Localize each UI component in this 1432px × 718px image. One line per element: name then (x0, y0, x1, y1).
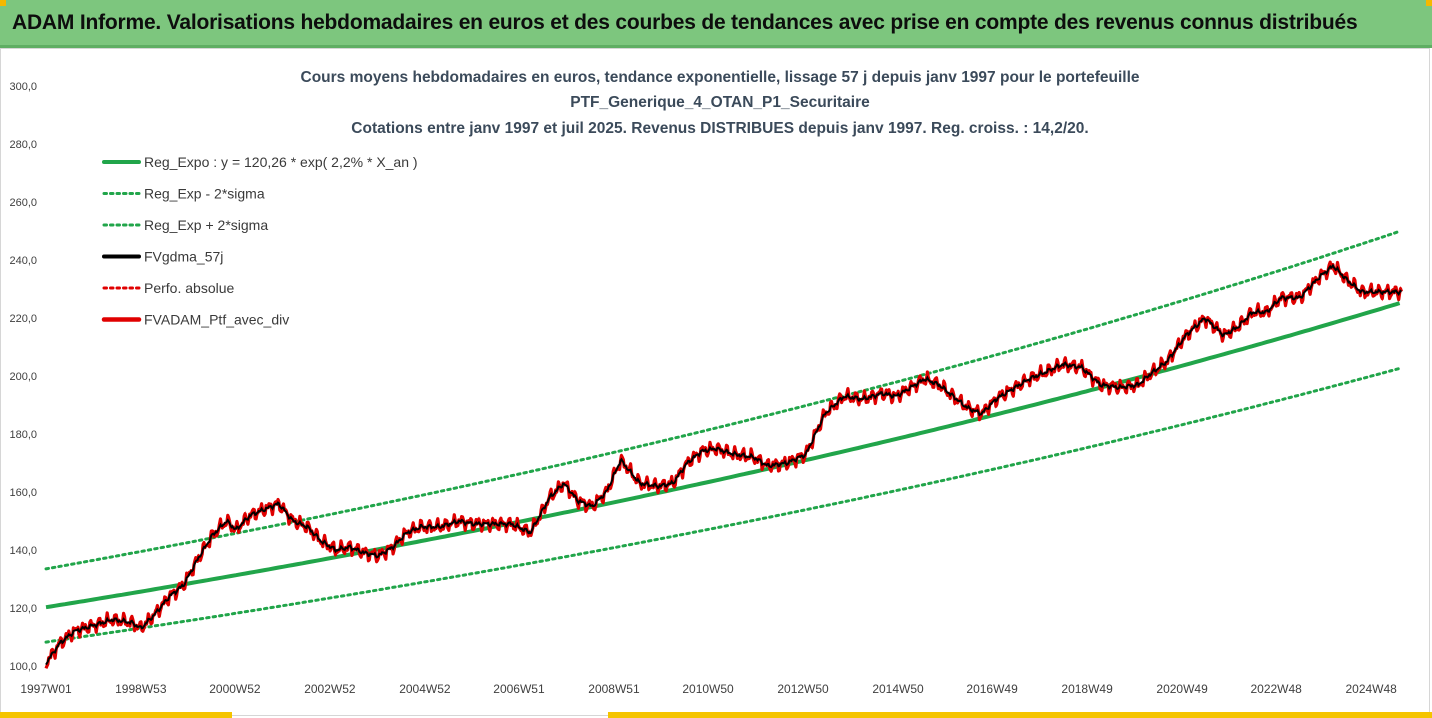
x-tick-label: 2014W50 (872, 682, 924, 696)
legend-label: Perfo. absolue (144, 280, 234, 296)
series-line-regression (45, 301, 1401, 610)
bottom-accent-left (0, 712, 232, 718)
y-axis: 100,0 120,0 140,0 160,0 180,0 200,0 220,0 240,0… (9, 81, 37, 673)
y-tick-label: 160,0 (9, 487, 37, 499)
chart-title-line-1: Cours moyens hebdomadaires en euros, ten… (301, 69, 1140, 86)
y-tick-label: 180,0 (9, 429, 37, 441)
legend: Reg_Expo : y = 120,26 * exp( 2,2% * X_an… (101, 154, 418, 328)
x-tick-label: 2004W52 (399, 682, 451, 696)
y-tick-label: 280,0 (9, 139, 37, 151)
legend-label: FVgdma_57j (144, 249, 223, 265)
y-tick-label: 140,0 (9, 545, 37, 557)
y-tick-label: 260,0 (9, 197, 37, 209)
x-tick-label: 2010W50 (682, 682, 734, 696)
legend-label: Reg_Exp - 2*sigma (144, 186, 265, 202)
x-tick-label: 1997W01 (20, 682, 72, 696)
series-line-upper-band (44, 229, 1402, 571)
legend-label: Reg_Exp + 2*sigma (144, 217, 268, 233)
report-title: ADAM Informe. Valorisations hebdomadaire… (12, 11, 1358, 34)
x-tick-label: 2018W49 (1061, 682, 1113, 696)
y-tick-label: 300,0 (9, 81, 37, 93)
legend-label: FVADAM_Ptf_avec_div (144, 312, 289, 328)
y-tick-label: 220,0 (9, 313, 37, 325)
report-banner: ADAM Informe. Valorisations hebdomadaire… (0, 0, 1432, 48)
chart-title: Cours moyens hebdomadaires en euros, ten… (301, 69, 1140, 137)
x-axis: 1997W01 1998W53 2000W52 2002W52 2004W52 2006W… (20, 682, 1397, 696)
series-line-smoothed (45, 263, 1403, 666)
y-tick-label: 240,0 (9, 255, 37, 267)
y-tick-label: 100,0 (9, 661, 37, 673)
x-tick-label: 2012W50 (777, 682, 829, 696)
bottom-accent-right (608, 712, 1432, 718)
x-tick-label: 2022W48 (1250, 682, 1302, 696)
x-tick-label: 2002W52 (304, 682, 356, 696)
x-tick-label: 2020W49 (1156, 682, 1208, 696)
x-tick-label: 2024W48 (1345, 682, 1397, 696)
plot-area (44, 229, 1404, 669)
y-tick-label: 120,0 (9, 603, 37, 615)
accent-corner-left (0, 0, 6, 6)
x-tick-label: 1998W53 (115, 682, 167, 696)
accent-corner-right (1426, 0, 1432, 6)
x-tick-label: 2000W52 (209, 682, 261, 696)
chart-title-line-3: Cotations entre janv 1997 et juil 2025. … (351, 120, 1088, 137)
x-tick-label: 2008W51 (588, 682, 640, 696)
series-line-lower-band (44, 366, 1402, 644)
y-tick-label: 200,0 (9, 371, 37, 383)
x-tick-label: 2016W49 (966, 682, 1018, 696)
x-tick-label: 2006W51 (493, 682, 545, 696)
legend-label: Reg_Expo : y = 120,26 * exp( 2,2% * X_an… (144, 154, 418, 170)
chart-title-line-2: PTF_Generique_4_OTAN_P1_Securitaire (570, 94, 870, 111)
